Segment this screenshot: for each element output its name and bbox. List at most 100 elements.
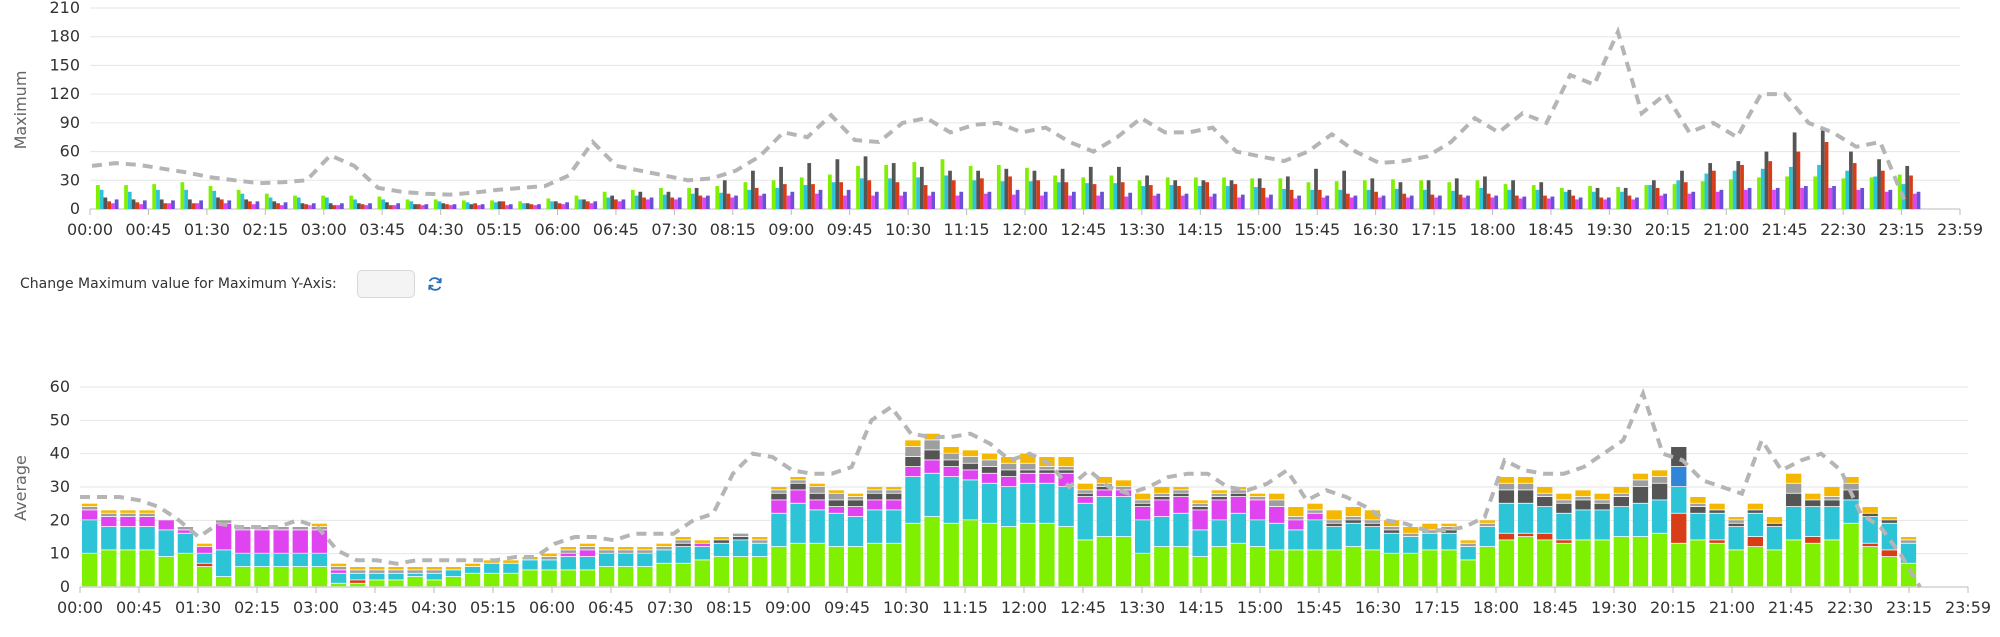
average-bar-segment xyxy=(1517,503,1534,533)
average-x-tick-label: 00:45 xyxy=(116,598,162,617)
maximum-bar xyxy=(919,166,924,209)
average-chart: Average 0 10 20 30 40 50 60 00:00 00:45 01:30 02:… xyxy=(11,377,1991,617)
maximum-bar xyxy=(1620,191,1624,209)
average-bar-segment xyxy=(369,580,385,587)
average-bar-segment xyxy=(924,440,940,450)
average-bar-segment xyxy=(1039,470,1055,473)
average-bar-segment xyxy=(1575,497,1591,500)
maximum-x-tick-label: 01:30 xyxy=(184,220,230,239)
average-bar-segment xyxy=(311,567,328,587)
average-bar-segment xyxy=(1020,453,1036,463)
average-bar-segment xyxy=(1843,500,1859,523)
max-yaxis-input[interactable] xyxy=(356,270,415,298)
average-bar-segment xyxy=(1154,547,1170,587)
maximum-bar xyxy=(582,199,586,209)
maximum-bar xyxy=(353,199,357,209)
maximum-bar xyxy=(195,203,200,209)
average-bar-segment xyxy=(1479,520,1495,523)
maximum-bar xyxy=(1672,184,1677,209)
average-bar-segment xyxy=(1537,533,1553,540)
average-bar-segment xyxy=(1613,537,1629,587)
maximum-bar xyxy=(99,189,104,209)
maximum-bar xyxy=(364,205,369,209)
average-bar-segment xyxy=(1269,523,1285,550)
average-bar-segment xyxy=(981,473,998,483)
maximum-bar xyxy=(790,191,795,209)
average-bar-segment xyxy=(1039,483,1055,523)
maximum-bar xyxy=(856,165,860,209)
average-bar-segment xyxy=(790,503,806,543)
maximum-chart: Maximum 0 30 60 90 120 150 180 210 00:00 00:45 01… xyxy=(11,0,1983,239)
average-bar-segment xyxy=(1460,560,1476,587)
average-bar-segment xyxy=(1613,493,1629,497)
maximum-bar xyxy=(1124,196,1129,209)
average-bar-segment xyxy=(1441,523,1457,527)
average-bar-segment xyxy=(503,560,519,563)
refresh-icon[interactable] xyxy=(423,272,447,296)
average-bar-segment xyxy=(694,543,710,547)
maximum-bar xyxy=(1310,189,1315,209)
maximum-bar xyxy=(1257,178,1262,209)
average-bar-segment xyxy=(484,573,500,587)
maximum-bar xyxy=(381,199,386,209)
average-bar-segment xyxy=(1747,503,1764,510)
maximum-bar xyxy=(293,195,297,209)
average-bar-segment xyxy=(1307,510,1323,513)
maximum-bar xyxy=(1588,186,1592,209)
average-bar-segment xyxy=(732,540,749,557)
maximum-bar xyxy=(1402,193,1407,209)
average-bar-segment xyxy=(1422,533,1438,550)
maximum-bar xyxy=(296,197,301,209)
maximum-bar xyxy=(888,178,892,209)
maximum-bar xyxy=(1736,161,1741,209)
maximum-bar xyxy=(493,202,498,209)
average-bar-segment xyxy=(1154,487,1170,493)
maximum-bar xyxy=(1483,176,1487,209)
average-bar-segment xyxy=(637,553,653,567)
maximum-bar xyxy=(903,191,907,209)
maximum-bar xyxy=(1008,176,1012,209)
average-bar-segment xyxy=(82,520,98,553)
maximum-bar xyxy=(368,203,372,209)
average-x-tick-label: 04:30 xyxy=(411,598,457,617)
average-bar-segment xyxy=(598,550,615,553)
maximum-bar xyxy=(1800,187,1804,209)
maximum-bar xyxy=(1180,195,1185,209)
average-bar-segment xyxy=(407,573,423,577)
maximum-bar xyxy=(240,193,245,209)
maximum-bar xyxy=(1486,193,1491,209)
average-bar-segment xyxy=(177,530,194,533)
average-bar-segment xyxy=(541,553,557,557)
average-bar-segment xyxy=(1269,500,1285,507)
average-bar-segment xyxy=(809,487,825,493)
maximum-bar xyxy=(831,182,836,209)
average-x-tick-label: 11:15 xyxy=(942,598,988,617)
maximum-bar xyxy=(1518,198,1523,209)
average-bar-segment xyxy=(847,493,864,497)
maximum-bar xyxy=(1169,185,1174,209)
average-bar-segment xyxy=(177,527,194,530)
maximum-bar xyxy=(1466,195,1470,209)
average-bar-segment xyxy=(82,553,98,587)
maximum-bar xyxy=(782,184,787,209)
maximum-bar xyxy=(1394,188,1399,209)
maximum-x-tick-label: 18:45 xyxy=(1528,220,1574,239)
average-bar-segment xyxy=(847,500,864,507)
average-x-tick-label: 14:15 xyxy=(1178,598,1224,617)
average-bar-segment xyxy=(1288,520,1304,530)
average-bar-segment xyxy=(1383,533,1400,553)
average-bar-segment xyxy=(101,517,117,527)
average-bar-segment xyxy=(82,503,98,507)
average-bar-segment xyxy=(1517,490,1534,503)
average-bar-segment xyxy=(292,553,308,567)
maximum-bar xyxy=(884,164,889,209)
maximum-bar xyxy=(1595,187,1600,209)
average-bar-segment xyxy=(1192,507,1208,510)
maximum-bar xyxy=(1325,195,1330,209)
average-bar-segment xyxy=(1154,493,1170,497)
maximum-bar xyxy=(1096,195,1101,209)
average-bar-segment xyxy=(1651,533,1668,587)
average-bar-segment xyxy=(828,493,845,500)
average-bar-segment xyxy=(1651,483,1668,500)
maximum-x-tick-label: 09:45 xyxy=(827,220,873,239)
